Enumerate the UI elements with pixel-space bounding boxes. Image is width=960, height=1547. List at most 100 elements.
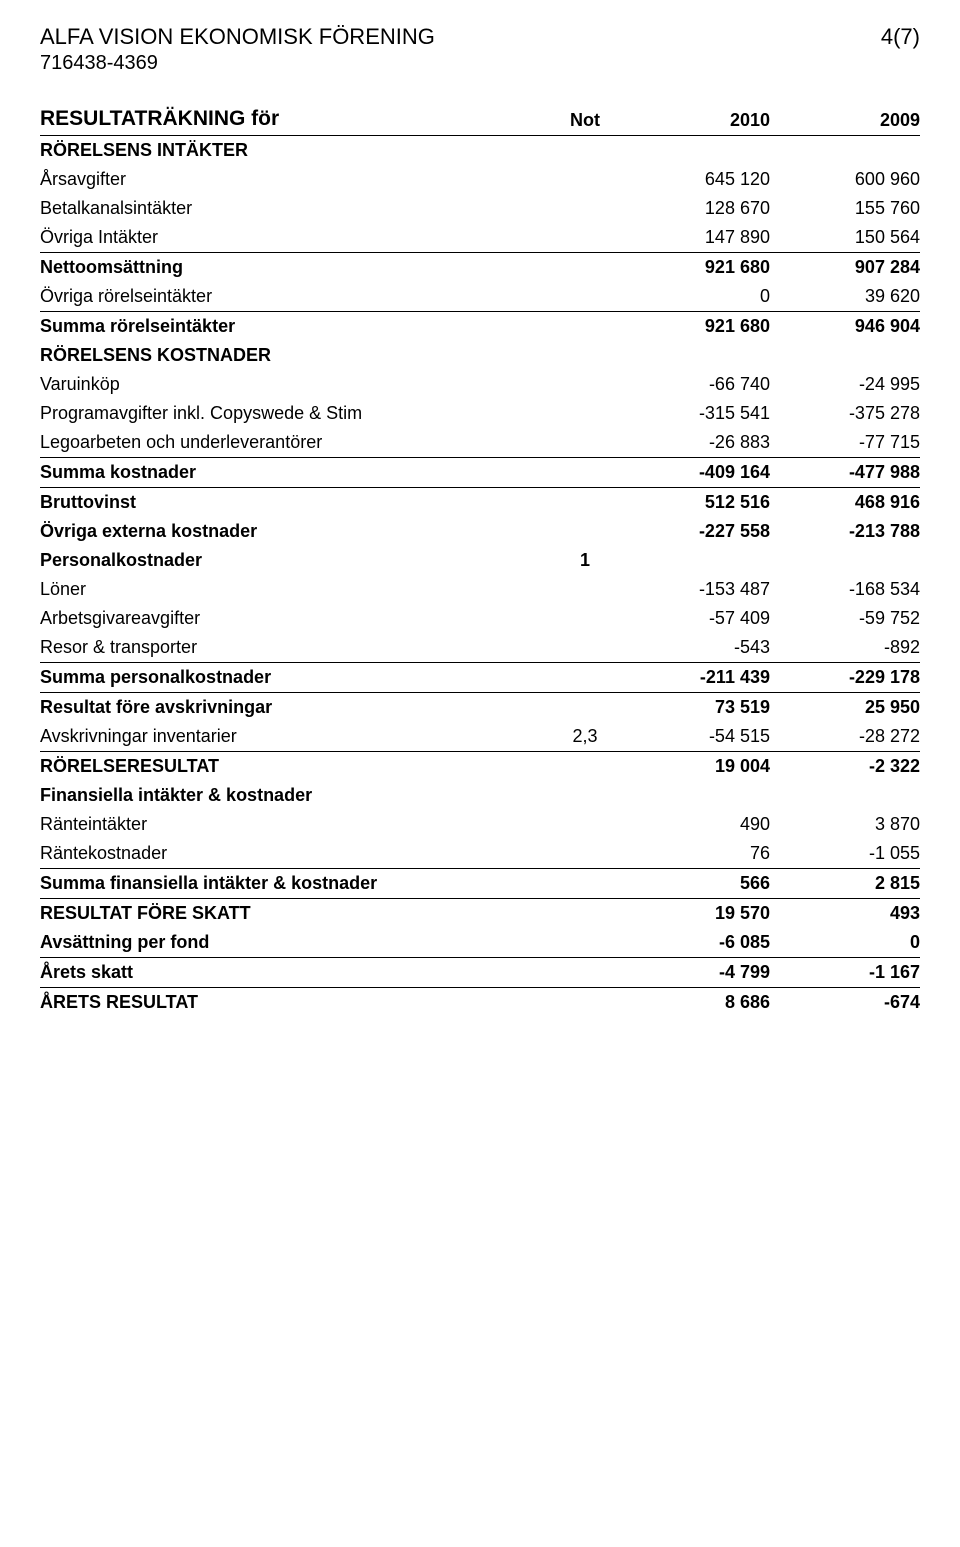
row-betalkanal: Betalkanalsintäkter 128 670 155 760 <box>40 194 920 223</box>
summa-personal-label: Summa personalkostnader <box>40 663 550 693</box>
row-arsavgifter: Årsavgifter 645 120 600 960 <box>40 165 920 194</box>
resultat-fore-skatt-v2: 493 <box>770 899 920 929</box>
row-nettoomsattning: Nettoomsättning 921 680 907 284 <box>40 253 920 283</box>
programavg-v1: -315 541 <box>620 399 770 428</box>
arsavgifter-v1: 645 120 <box>620 165 770 194</box>
title-row: RESULTATRÄKNING för Not 2010 2009 <box>40 103 920 136</box>
ovriga-externa-v2: -213 788 <box>770 517 920 546</box>
resultat-fore-skatt-label: RESULTAT FÖRE SKATT <box>40 899 550 929</box>
col-header-note: Not <box>550 103 620 136</box>
row-avskrivningar: Avskrivningar inventarier 2,3 -54 515 -2… <box>40 722 920 752</box>
summa-fin-v1: 566 <box>620 869 770 899</box>
rantekostnader-v2: -1 055 <box>770 839 920 869</box>
betalkanal-v2: 155 760 <box>770 194 920 223</box>
lego-label: Legoarbeten och underleverantörer <box>40 428 550 458</box>
programavg-label: Programavgifter inkl. Copyswede & Stim <box>40 399 550 428</box>
row-summa-rorelseintakter: Summa rörelseintäkter 921 680 946 904 <box>40 312 920 342</box>
row-resultat-fore-skatt: RESULTAT FÖRE SKATT 19 570 493 <box>40 899 920 929</box>
ovriga-rorelse-label: Övriga rörelseintäkter <box>40 282 550 312</box>
rantekostnader-label: Räntekostnader <box>40 839 550 869</box>
ovriga-rorelse-v1: 0 <box>620 282 770 312</box>
ovriga-int-v1: 147 890 <box>620 223 770 253</box>
row-legoarbeten: Legoarbeten och underleverantörer -26 88… <box>40 428 920 458</box>
rorelseresultat-v1: 19 004 <box>620 752 770 782</box>
row-arbetsgivareavgifter: Arbetsgivareavgifter -57 409 -59 752 <box>40 604 920 633</box>
ovriga-externa-v1: -227 558 <box>620 517 770 546</box>
rorelseresultat-v2: -2 322 <box>770 752 920 782</box>
summa-fin-v2: 2 815 <box>770 869 920 899</box>
statement-title: RESULTATRÄKNING för <box>40 103 550 136</box>
resultat-fore-skatt-v1: 19 570 <box>620 899 770 929</box>
row-summa-personal: Summa personalkostnader -211 439 -229 17… <box>40 663 920 693</box>
resor-v1: -543 <box>620 633 770 663</box>
rorelseresultat-label: RÖRELSERESULTAT <box>40 752 550 782</box>
summa-fin-label: Summa finansiella intäkter & kostnader <box>40 869 550 899</box>
row-resor: Resor & transporter -543 -892 <box>40 633 920 663</box>
avskrivningar-v1: -54 515 <box>620 722 770 752</box>
resor-v2: -892 <box>770 633 920 663</box>
org-block: ALFA VISION EKONOMISK FÖRENING 716438-43… <box>40 24 435 75</box>
nettoomsattning-label: Nettoomsättning <box>40 253 550 283</box>
org-name: ALFA VISION EKONOMISK FÖRENING <box>40 24 435 50</box>
personalkost-label: Personalkostnader <box>40 546 550 575</box>
avsattning-label: Avsättning per fond <box>40 928 550 958</box>
arbetsgivare-label: Arbetsgivareavgifter <box>40 604 550 633</box>
varuinkop-v1: -66 740 <box>620 370 770 399</box>
row-rorelseresultat: RÖRELSERESULTAT 19 004 -2 322 <box>40 752 920 782</box>
row-ovriga-externa: Övriga externa kostnader -227 558 -213 7… <box>40 517 920 546</box>
loner-label: Löner <box>40 575 550 604</box>
loner-v2: -168 534 <box>770 575 920 604</box>
arsavgifter-label: Årsavgifter <box>40 165 550 194</box>
arets-resultat-label: ÅRETS RESULTAT <box>40 988 550 1018</box>
avskrivningar-note: 2,3 <box>550 722 620 752</box>
row-personalkostnader-header: Personalkostnader 1 <box>40 546 920 575</box>
row-rantekostnader: Räntekostnader 76 -1 055 <box>40 839 920 869</box>
summa-rorelseint-v2: 946 904 <box>770 312 920 342</box>
section-header-intakter: RÖRELSENS INTÄKTER <box>40 136 920 166</box>
bruttovinst-v1: 512 516 <box>620 488 770 518</box>
avsattning-v1: -6 085 <box>620 928 770 958</box>
nettoomsattning-v1: 921 680 <box>620 253 770 283</box>
rantekostnader-v1: 76 <box>620 839 770 869</box>
avsattning-v2: 0 <box>770 928 920 958</box>
row-ovriga-rorelseintakter: Övriga rörelseintäkter 0 39 620 <box>40 282 920 312</box>
ranteintakter-label: Ränteintäkter <box>40 810 550 839</box>
income-statement-table: RESULTATRÄKNING för Not 2010 2009 RÖRELS… <box>40 103 920 1017</box>
summa-rorelseint-label: Summa rörelseintäkter <box>40 312 550 342</box>
kostnader-header-label: RÖRELSENS KOSTNADER <box>40 341 550 370</box>
row-arets-resultat: ÅRETS RESULTAT 8 686 -674 <box>40 988 920 1018</box>
ovriga-rorelse-v2: 39 620 <box>770 282 920 312</box>
personalkost-note: 1 <box>550 546 620 575</box>
arsavgifter-v2: 600 960 <box>770 165 920 194</box>
resultat-fore-avskr-v2: 25 950 <box>770 693 920 723</box>
arbetsgivare-v1: -57 409 <box>620 604 770 633</box>
ovriga-int-label: Övriga Intäkter <box>40 223 550 253</box>
arets-resultat-v1: 8 686 <box>620 988 770 1018</box>
nettoomsattning-v2: 907 284 <box>770 253 920 283</box>
resultat-fore-avskr-v1: 73 519 <box>620 693 770 723</box>
row-ovriga-intakter: Övriga Intäkter 147 890 150 564 <box>40 223 920 253</box>
bruttovinst-label: Bruttovinst <box>40 488 550 518</box>
row-programavgifter: Programavgifter inkl. Copyswede & Stim -… <box>40 399 920 428</box>
row-avsattning: Avsättning per fond -6 085 0 <box>40 928 920 958</box>
section-header-kostnader: RÖRELSENS KOSTNADER <box>40 341 920 370</box>
varuinkop-label: Varuinköp <box>40 370 550 399</box>
betalkanal-v1: 128 670 <box>620 194 770 223</box>
arets-skatt-label: Årets skatt <box>40 958 550 988</box>
bruttovinst-v2: 468 916 <box>770 488 920 518</box>
summa-personal-v2: -229 178 <box>770 663 920 693</box>
lego-v1: -26 883 <box>620 428 770 458</box>
arets-skatt-v1: -4 799 <box>620 958 770 988</box>
ovriga-externa-label: Övriga externa kostnader <box>40 517 550 546</box>
intakter-header-label: RÖRELSENS INTÄKTER <box>40 136 550 166</box>
betalkanal-label: Betalkanalsintäkter <box>40 194 550 223</box>
arets-skatt-v2: -1 167 <box>770 958 920 988</box>
page-number: 4(7) <box>881 24 920 50</box>
header-row: ALFA VISION EKONOMISK FÖRENING 716438-43… <box>40 24 920 75</box>
ranteintakter-v2: 3 870 <box>770 810 920 839</box>
org-id: 716438-4369 <box>40 52 435 75</box>
loner-v1: -153 487 <box>620 575 770 604</box>
avskrivningar-label: Avskrivningar inventarier <box>40 722 550 752</box>
page: ALFA VISION EKONOMISK FÖRENING 716438-43… <box>0 0 960 1057</box>
lego-v2: -77 715 <box>770 428 920 458</box>
